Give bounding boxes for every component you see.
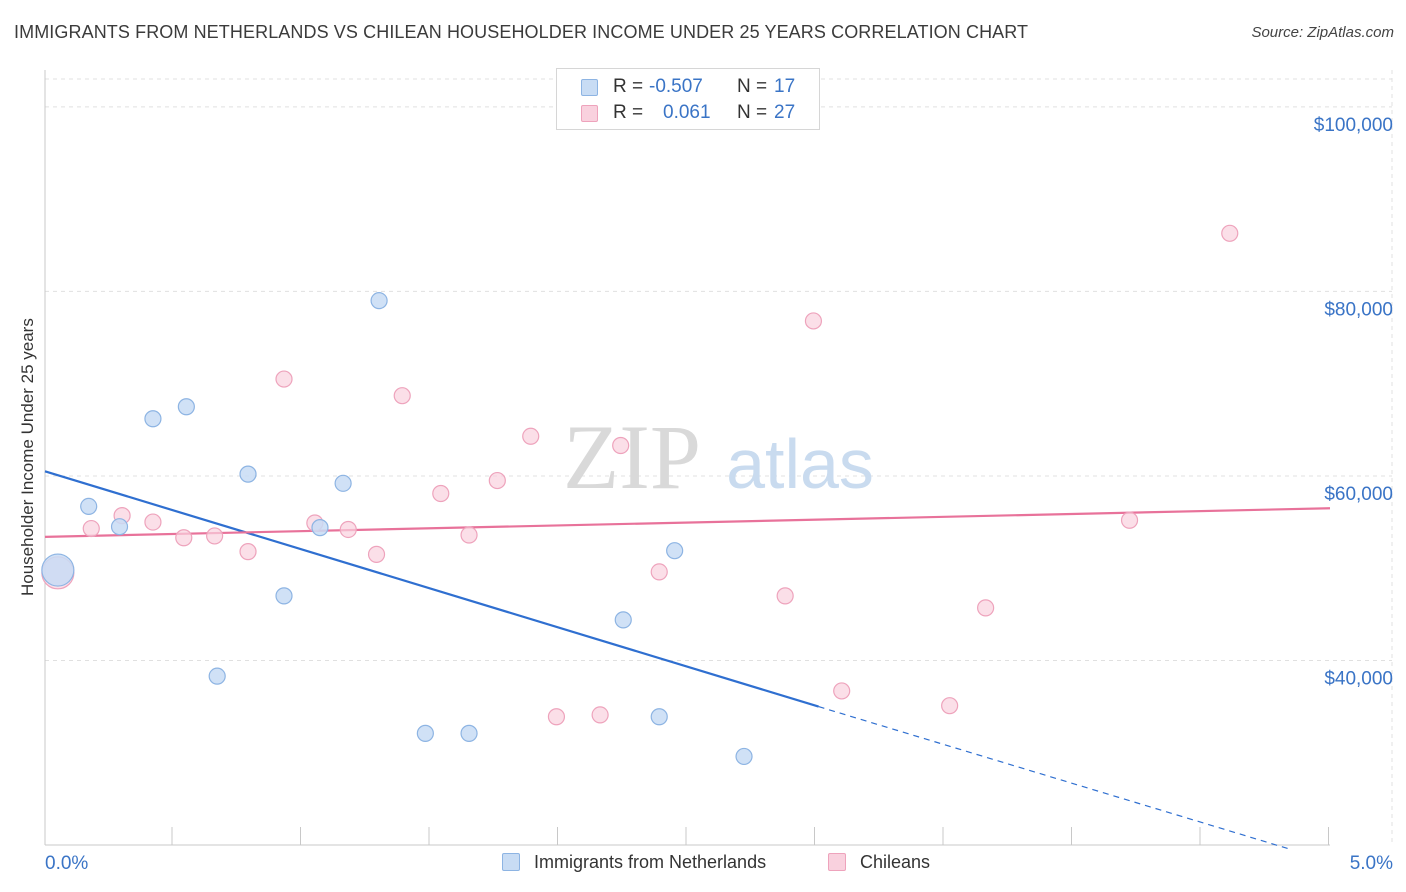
trendline-netherlands bbox=[44, 470, 819, 708]
point-netherlands bbox=[239, 465, 257, 483]
point-chileans bbox=[239, 543, 257, 561]
point-chileans bbox=[460, 526, 478, 544]
point-netherlands bbox=[334, 474, 352, 492]
point-netherlands bbox=[311, 519, 329, 537]
point-netherlands bbox=[80, 497, 98, 515]
legend-swatch-pink bbox=[828, 853, 846, 871]
point-chileans bbox=[144, 513, 162, 531]
points-layer bbox=[41, 224, 1239, 766]
watermark: ZIP atlas bbox=[563, 406, 874, 508]
axis-layer bbox=[44, 70, 1393, 846]
point-chileans bbox=[367, 545, 386, 563]
trend-layer bbox=[44, 470, 1331, 851]
trendline-netherlands-extension bbox=[818, 706, 1292, 851]
x-tick-label: 5.0% bbox=[1350, 853, 1393, 874]
point-chileans bbox=[432, 484, 450, 503]
point-chileans bbox=[941, 697, 959, 715]
watermark-zip: ZIP bbox=[563, 406, 701, 508]
point-chileans bbox=[175, 529, 193, 547]
point-chileans bbox=[833, 682, 851, 700]
y-axis-label: Householder Income Under 25 years bbox=[18, 318, 37, 596]
legend-item-label: Immigrants from Netherlands bbox=[534, 852, 767, 872]
point-netherlands bbox=[666, 542, 684, 560]
correlation-legend: R = -0.507 N = 17 R = 0.061 N = 27 bbox=[556, 68, 820, 130]
legend-swatch-blue bbox=[581, 79, 598, 96]
point-chileans bbox=[650, 563, 668, 581]
point-chileans bbox=[591, 706, 609, 724]
point-chileans bbox=[82, 519, 100, 538]
point-netherlands bbox=[208, 667, 226, 685]
point-netherlands bbox=[650, 708, 668, 726]
y-tick-label: $40,000 bbox=[1324, 668, 1393, 689]
legend-row-netherlands: R = -0.507 N = 17 bbox=[557, 74, 819, 100]
legend-r-label: R = bbox=[613, 102, 644, 123]
legend-n-label: N = bbox=[737, 76, 768, 97]
point-netherlands bbox=[460, 724, 478, 742]
legend-r-label: R = bbox=[613, 76, 644, 97]
point-netherlands bbox=[41, 553, 75, 587]
point-chileans bbox=[1120, 511, 1139, 529]
legend-r-value: 0.061 bbox=[663, 102, 711, 123]
legend-swatch-blue bbox=[502, 853, 520, 871]
point-chileans bbox=[488, 471, 506, 490]
point-chileans bbox=[547, 708, 566, 726]
source-label: Source: ZipAtlas.com bbox=[1251, 24, 1394, 41]
y-tick-label: $60,000 bbox=[1324, 484, 1393, 505]
point-chileans bbox=[1221, 224, 1239, 242]
point-chileans bbox=[339, 520, 357, 539]
y-tick-label: $100,000 bbox=[1314, 115, 1393, 136]
point-netherlands bbox=[110, 518, 129, 536]
point-netherlands bbox=[144, 410, 162, 428]
point-chileans bbox=[776, 587, 794, 605]
point-chileans bbox=[206, 527, 224, 545]
legend-n-value: 17 bbox=[774, 76, 796, 97]
point-netherlands bbox=[735, 747, 753, 766]
chart-title: IMMIGRANTS FROM NETHERLANDS VS CHILEAN H… bbox=[14, 22, 1029, 42]
legend-item-label: Chileans bbox=[860, 852, 931, 872]
point-chileans bbox=[275, 370, 293, 388]
tick-labels: $40,000 $60,000 $80,000 $100,000 0.0% 5.0% bbox=[45, 115, 1393, 874]
legend-r-value: -0.507 bbox=[649, 76, 703, 97]
point-netherlands bbox=[614, 611, 632, 629]
point-netherlands bbox=[177, 398, 195, 416]
point-chileans bbox=[522, 427, 540, 445]
point-netherlands bbox=[275, 587, 293, 605]
legend-swatch-pink bbox=[581, 105, 598, 122]
point-chileans bbox=[804, 312, 823, 330]
y-tick-label: $80,000 bbox=[1324, 299, 1393, 320]
point-netherlands bbox=[370, 292, 388, 310]
x-tick-label: 0.0% bbox=[45, 853, 88, 874]
legend-n-value: 27 bbox=[774, 102, 796, 123]
point-netherlands bbox=[416, 724, 434, 742]
trendline-chileans bbox=[44, 507, 1331, 538]
legend-row-chileans: R = 0.061 N = 27 bbox=[557, 100, 819, 126]
point-chileans bbox=[393, 387, 411, 405]
grid-layer bbox=[45, 78, 1392, 661]
point-chileans bbox=[612, 436, 630, 455]
watermark-atlas: atlas bbox=[726, 425, 874, 503]
legend-n-label: N = bbox=[737, 102, 768, 123]
point-chileans bbox=[977, 599, 995, 617]
